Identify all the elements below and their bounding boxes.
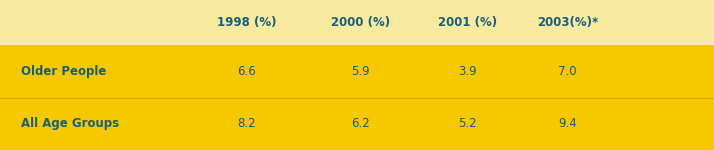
Text: 2001 (%): 2001 (%)	[438, 16, 497, 29]
Text: 8.2: 8.2	[237, 117, 256, 130]
Text: 6.2: 6.2	[351, 117, 370, 130]
Text: All Age Groups: All Age Groups	[21, 117, 119, 130]
Text: 5.9: 5.9	[351, 65, 370, 78]
Text: 9.4: 9.4	[558, 117, 577, 130]
Text: 1998 (%): 1998 (%)	[216, 16, 276, 29]
Text: 2003(%)*: 2003(%)*	[537, 16, 598, 29]
Text: 7.0: 7.0	[558, 65, 577, 78]
Text: 6.6: 6.6	[237, 65, 256, 78]
Text: 2000 (%): 2000 (%)	[331, 16, 390, 29]
Text: 3.9: 3.9	[458, 65, 477, 78]
Text: 5.2: 5.2	[458, 117, 477, 130]
Text: Older People: Older People	[21, 65, 107, 78]
FancyBboxPatch shape	[0, 0, 714, 45]
